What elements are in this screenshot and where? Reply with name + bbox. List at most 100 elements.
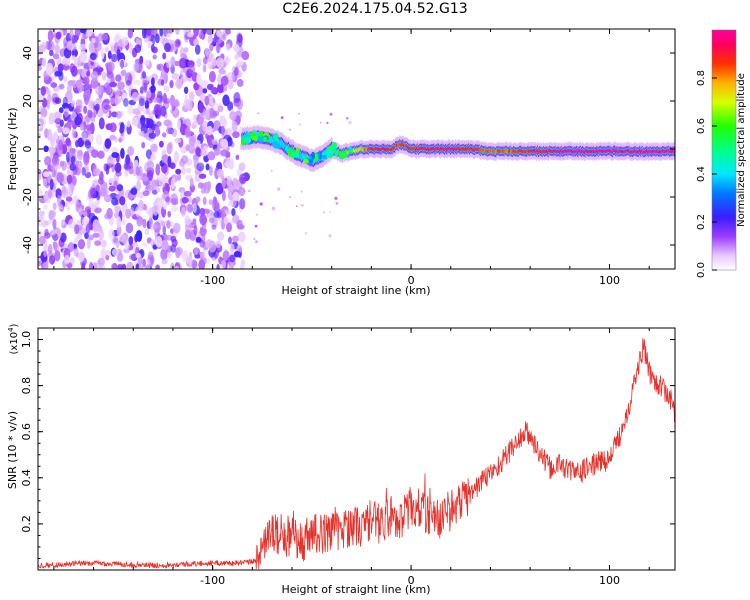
noise-speckle: [59, 48, 66, 57]
noise-speckle: [98, 263, 103, 269]
noise-speckle: [94, 35, 100, 44]
noise-speckle: [111, 152, 119, 158]
noise-speckle: [150, 153, 156, 161]
noise-speckle: [127, 146, 135, 156]
noise-speckle: [116, 48, 121, 58]
noise-speckle: [114, 94, 119, 106]
noise-speckle: [143, 81, 148, 94]
noise-speckle: [91, 149, 99, 158]
noise-speckle: [115, 74, 122, 82]
noise-speckle: [65, 196, 73, 202]
noise-speckle: [158, 199, 165, 207]
noise-speckle: [140, 114, 146, 127]
noise-speckle: [43, 232, 51, 239]
ridge-blob: [241, 140, 245, 146]
ridge-blob: [348, 146, 352, 152]
noise-speckle: [88, 261, 94, 269]
stray-speckle: [319, 121, 322, 124]
noise-speckle: [158, 178, 166, 189]
noise-speckle: [104, 104, 112, 110]
ridge-blob: [257, 135, 264, 143]
noise-speckle: [97, 150, 105, 159]
spectrogram-y-tick-label: -40: [21, 236, 34, 254]
stray-speckle: [255, 213, 258, 216]
noise-speckle: [206, 125, 213, 136]
noise-speckle: [160, 35, 165, 44]
noise-speckle: [162, 225, 166, 235]
noise-speckle: [210, 102, 219, 109]
noise-speckle: [178, 57, 186, 69]
noise-speckle: [163, 97, 171, 104]
noise-speckle: [141, 176, 149, 182]
noise-speckle: [116, 216, 122, 229]
noise-speckle: [128, 42, 133, 55]
noise-speckle: [228, 200, 234, 207]
noise-speckle: [181, 155, 189, 165]
noise-speckle: [236, 59, 244, 66]
noise-speckle: [48, 255, 56, 265]
noise-speckle: [166, 60, 171, 69]
noise-speckle: [81, 263, 86, 269]
noise-speckle: [222, 190, 226, 202]
snr-series-line: [38, 338, 675, 569]
noise-speckle: [56, 229, 62, 239]
noise-speckle: [112, 262, 118, 269]
noise-speckle: [71, 48, 79, 58]
stray-speckle: [271, 206, 276, 211]
noise-speckle: [94, 199, 101, 206]
noise-speckle: [168, 141, 173, 150]
stray-speckle: [329, 211, 331, 213]
noise-speckle: [125, 208, 131, 219]
noise-speckle: [175, 247, 181, 259]
noise-speckle: [155, 33, 160, 44]
stray-speckle: [345, 116, 349, 120]
noise-speckle: [80, 68, 89, 79]
noise-speckle: [187, 143, 196, 154]
noise-speckle: [173, 222, 181, 234]
noise-speckle: [134, 159, 139, 168]
noise-speckle: [207, 34, 213, 45]
noise-speckle: [75, 99, 83, 109]
noise-speckle: [115, 32, 120, 42]
noise-speckle: [181, 166, 186, 175]
noise-speckle: [221, 259, 227, 269]
noise-speckle: [153, 96, 161, 103]
stray-speckle: [326, 121, 329, 125]
noise-speckle: [38, 44, 46, 53]
noise-speckle: [86, 237, 91, 250]
noise-speckle: [174, 265, 180, 269]
noise-speckle: [189, 177, 194, 188]
ridge-blob: [273, 132, 279, 141]
spectrogram-x-tick-label: 0: [408, 274, 415, 287]
noise-speckle: [193, 29, 199, 37]
noise-speckle: [135, 206, 142, 218]
noise-speckle: [232, 214, 240, 224]
noise-speckle: [167, 210, 171, 218]
noise-speckle: [117, 81, 125, 91]
spectrogram-x-tick-label: -100: [200, 274, 225, 287]
noise-speckle: [199, 149, 207, 157]
snr-y-tick-label: 1.0: [20, 331, 33, 349]
noise-speckle: [155, 264, 160, 269]
spectrogram-y-tick-label: 20: [21, 94, 34, 108]
noise-speckle: [60, 232, 67, 243]
noise-speckle: [125, 80, 132, 86]
noise-speckle: [103, 82, 111, 94]
noise-speckle: [51, 168, 56, 178]
noise-speckle: [143, 59, 150, 66]
noise-speckle: [223, 209, 232, 215]
noise-speckle: [94, 207, 102, 214]
ridge-blob: [285, 146, 289, 152]
noise-speckle: [125, 222, 134, 234]
noise-speckle: [183, 190, 192, 197]
noise-speckle: [164, 72, 168, 84]
noise-speckle: [190, 259, 198, 269]
noise-speckle: [80, 123, 84, 131]
noise-speckle: [171, 73, 179, 80]
noise-speckle: [229, 111, 238, 121]
noise-speckle: [43, 204, 49, 210]
noise-speckle: [43, 250, 48, 257]
stray-speckle: [322, 211, 326, 214]
noise-speckle: [87, 109, 93, 119]
noise-speckle: [128, 254, 137, 261]
